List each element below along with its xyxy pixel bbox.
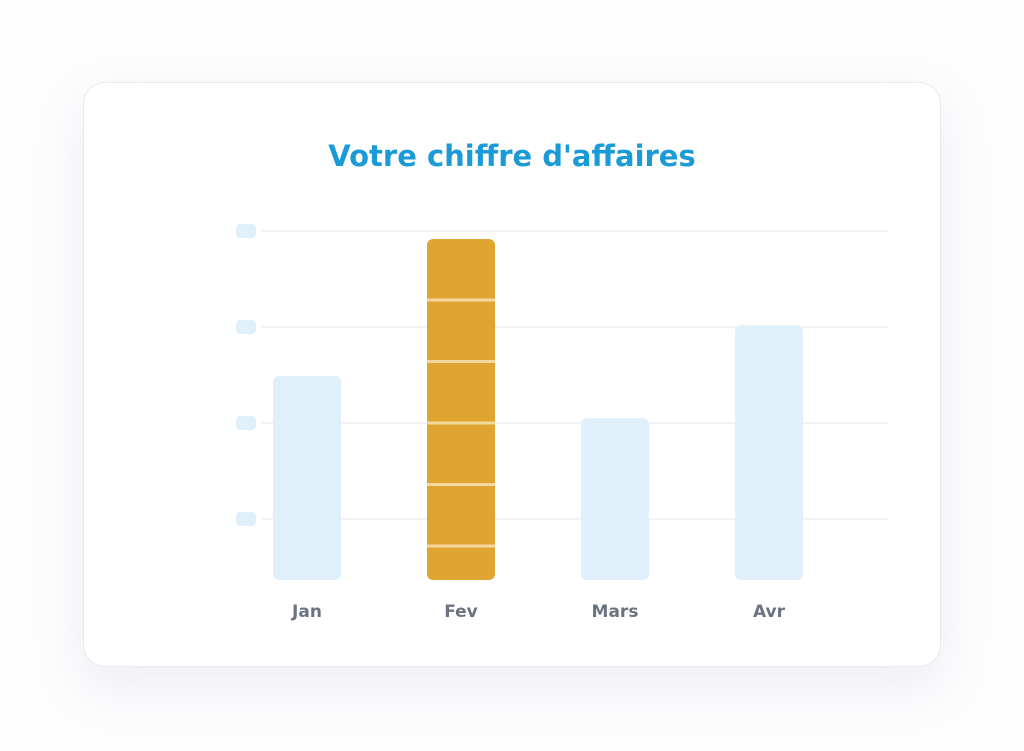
chart-title: Votre chiffre d'affaires <box>328 139 695 173</box>
y-tick-placeholder <box>236 511 256 526</box>
bar <box>581 418 649 580</box>
bar <box>735 325 803 580</box>
x-tick-label: Jan <box>291 602 322 622</box>
x-tick-label: Fev <box>444 602 478 622</box>
x-tick-label: Mars <box>592 602 639 622</box>
x-tick-label: Avr <box>753 602 786 622</box>
y-tick-placeholder <box>236 319 256 334</box>
bar <box>273 375 341 580</box>
y-tick-placeholder <box>236 415 256 430</box>
bar <box>427 239 495 581</box>
y-tick-placeholder <box>236 224 256 238</box>
